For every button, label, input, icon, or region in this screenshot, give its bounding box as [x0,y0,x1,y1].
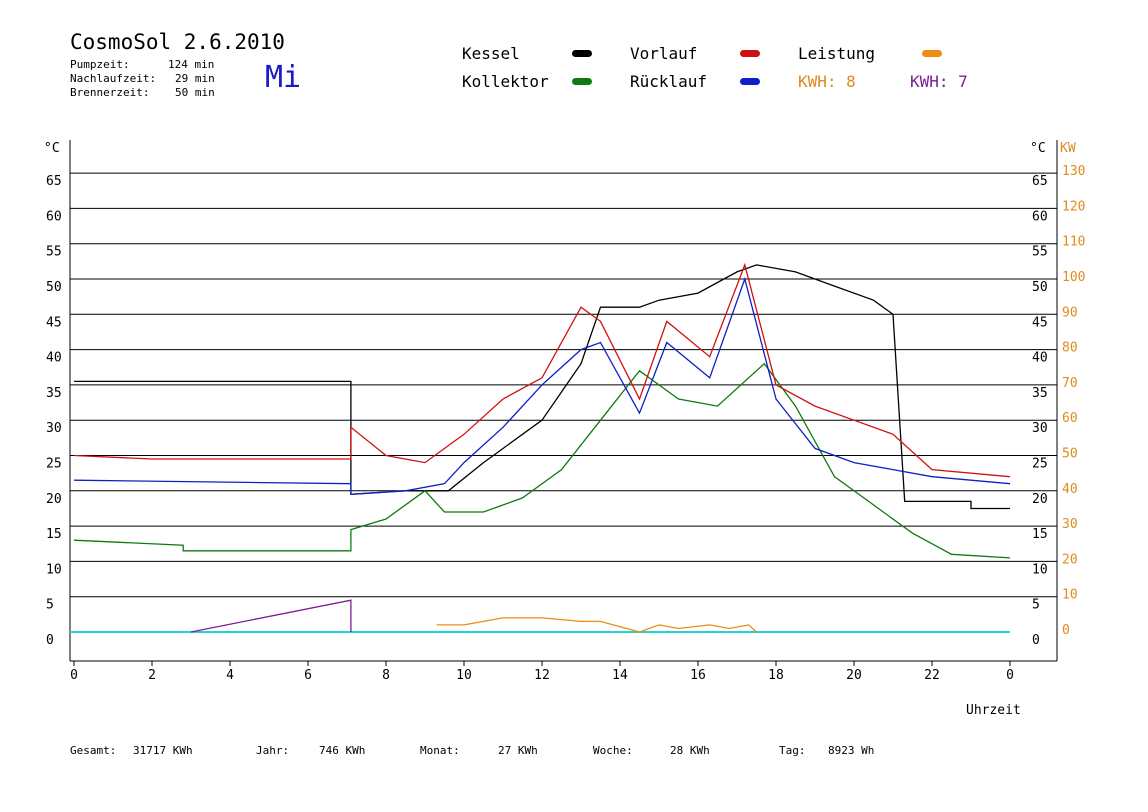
footer-tag-label: Tag: [779,744,806,757]
y-tick-right-kw: 0 [1062,623,1070,638]
y-tick-right-kw: 70 [1062,376,1078,391]
x-tick-label: 6 [304,668,312,683]
legend-vorlauf-swatch [740,50,760,57]
legend-kwh-b: KWH: 7 [910,72,968,91]
y-tick-right-c: 50 [1032,280,1048,295]
y-tick-right-c: 10 [1032,562,1048,577]
y-axis-unit-left: °C [44,141,60,156]
y-tick-left: 30 [46,421,62,436]
y-tick-right-kw: 100 [1062,270,1085,285]
y-axis-unit-kw: KW [1060,141,1076,156]
legend-ruecklauf-swatch [740,78,760,85]
y-tick-right-kw: 120 [1062,199,1085,214]
legend-kessel-swatch [572,50,592,57]
y-tick-left: 15 [46,527,62,542]
stat-brennerzeit-label: Brennerzeit: [70,86,150,99]
x-tick-label: 0 [1006,668,1014,683]
y-tick-right-c: 55 [1032,245,1048,260]
y-tick-right-c: 30 [1032,421,1048,436]
legend-leistung-swatch [922,50,942,57]
x-tick-label: 2 [148,668,156,683]
x-tick-label: 10 [456,668,472,683]
x-axis-label: Uhrzeit [966,703,1021,718]
weekday-label: Mi [265,60,302,95]
y-tick-right-kw: 80 [1062,341,1078,356]
footer-woche-value: 28 KWh [670,744,710,757]
y-tick-left: 35 [46,386,62,401]
y-tick-right-c: 15 [1032,527,1048,542]
y-tick-right-kw: 130 [1062,164,1085,179]
y-tick-left: 50 [46,280,62,295]
series-line-kollektor [73,362,1011,559]
x-tick-label: 4 [226,668,234,683]
y-tick-right-c: 20 [1032,492,1048,507]
x-tick-label: 8 [382,668,390,683]
y-tick-right-c: 65 [1032,174,1048,189]
legend-kollektor-swatch [572,78,592,85]
x-tick-label: 0 [70,668,78,683]
y-tick-left: 10 [46,562,62,577]
legend-ruecklauf: Rücklauf [630,72,708,91]
stat-brennerzeit-value: 50 min [175,86,215,99]
footer-jahr-label: Jahr: [256,744,290,757]
stat-pumpzeit-label: Pumpzeit: [70,58,130,71]
series-line-leistung [436,617,757,633]
footer-gesamt-value: 31717 KWh [133,744,193,757]
legend-vorlauf: Vorlauf [630,44,698,63]
y-tick-left: 40 [46,351,62,366]
footer-monat-label: Monat: [420,744,460,757]
stat-nachlaufzeit-label: Nachlaufzeit: [70,72,157,85]
y-tick-left: 20 [46,492,62,507]
y-tick-left: 5 [46,598,54,613]
footer-monat-value: 27 KWh [498,744,538,757]
y-tick-left: 55 [46,245,62,260]
y-tick-right-c: 5 [1032,598,1040,613]
y-tick-left: 0 [46,633,54,648]
y-tick-right-kw: 60 [1062,411,1078,426]
y-tick-right-kw: 10 [1062,588,1078,603]
x-tick-label: 14 [612,668,628,683]
y-tick-right-c: 25 [1032,457,1048,472]
y-axis-unit-right: °C [1030,141,1046,156]
series-line-kwh-7 [190,599,352,633]
x-tick-label: 16 [690,668,706,683]
x-tick-label: 12 [534,668,550,683]
x-tick-label: 20 [846,668,862,683]
y-tick-right-c: 45 [1032,315,1048,330]
stat-pumpzeit-value: 124 min [168,58,215,71]
series-line-kessel [74,264,1010,510]
footer-jahr-value: 746 KWh [319,744,366,757]
y-tick-left: 65 [46,174,62,189]
footer-tag-value: 8923 Wh [828,744,875,757]
y-tick-left: 45 [46,315,62,330]
y-tick-right-kw: 30 [1062,517,1078,532]
series-line-vorlauf [73,262,1011,478]
y-tick-right-kw: 20 [1062,552,1078,567]
y-tick-right-c: 40 [1032,351,1048,366]
legend-kessel: Kessel [462,44,520,63]
y-tick-right-c: 60 [1032,209,1048,224]
y-tick-right-kw: 90 [1062,305,1078,320]
y-tick-right-kw: 50 [1062,447,1078,462]
legend-kwh-a: KWH: 8 [798,72,856,91]
legend-leistung: Leistung [798,44,876,63]
footer-gesamt-label: Gesamt: [70,744,117,757]
y-tick-right-kw: 110 [1062,235,1085,250]
y-tick-left: 25 [46,457,62,472]
series-line-r-cklauf [73,276,1011,495]
stat-nachlaufzeit-value: 29 min [175,72,215,85]
y-tick-left: 60 [46,209,62,224]
y-tick-right-kw: 40 [1062,482,1078,497]
y-tick-right-c: 0 [1032,633,1040,648]
legend-kollektor: Kollektor [462,72,549,91]
chart-title: CosmoSol 2.6.2010 [70,30,285,54]
footer-woche-label: Woche: [593,744,633,757]
y-tick-right-c: 35 [1032,386,1048,401]
x-tick-label: 18 [768,668,784,683]
x-tick-label: 22 [924,668,940,683]
